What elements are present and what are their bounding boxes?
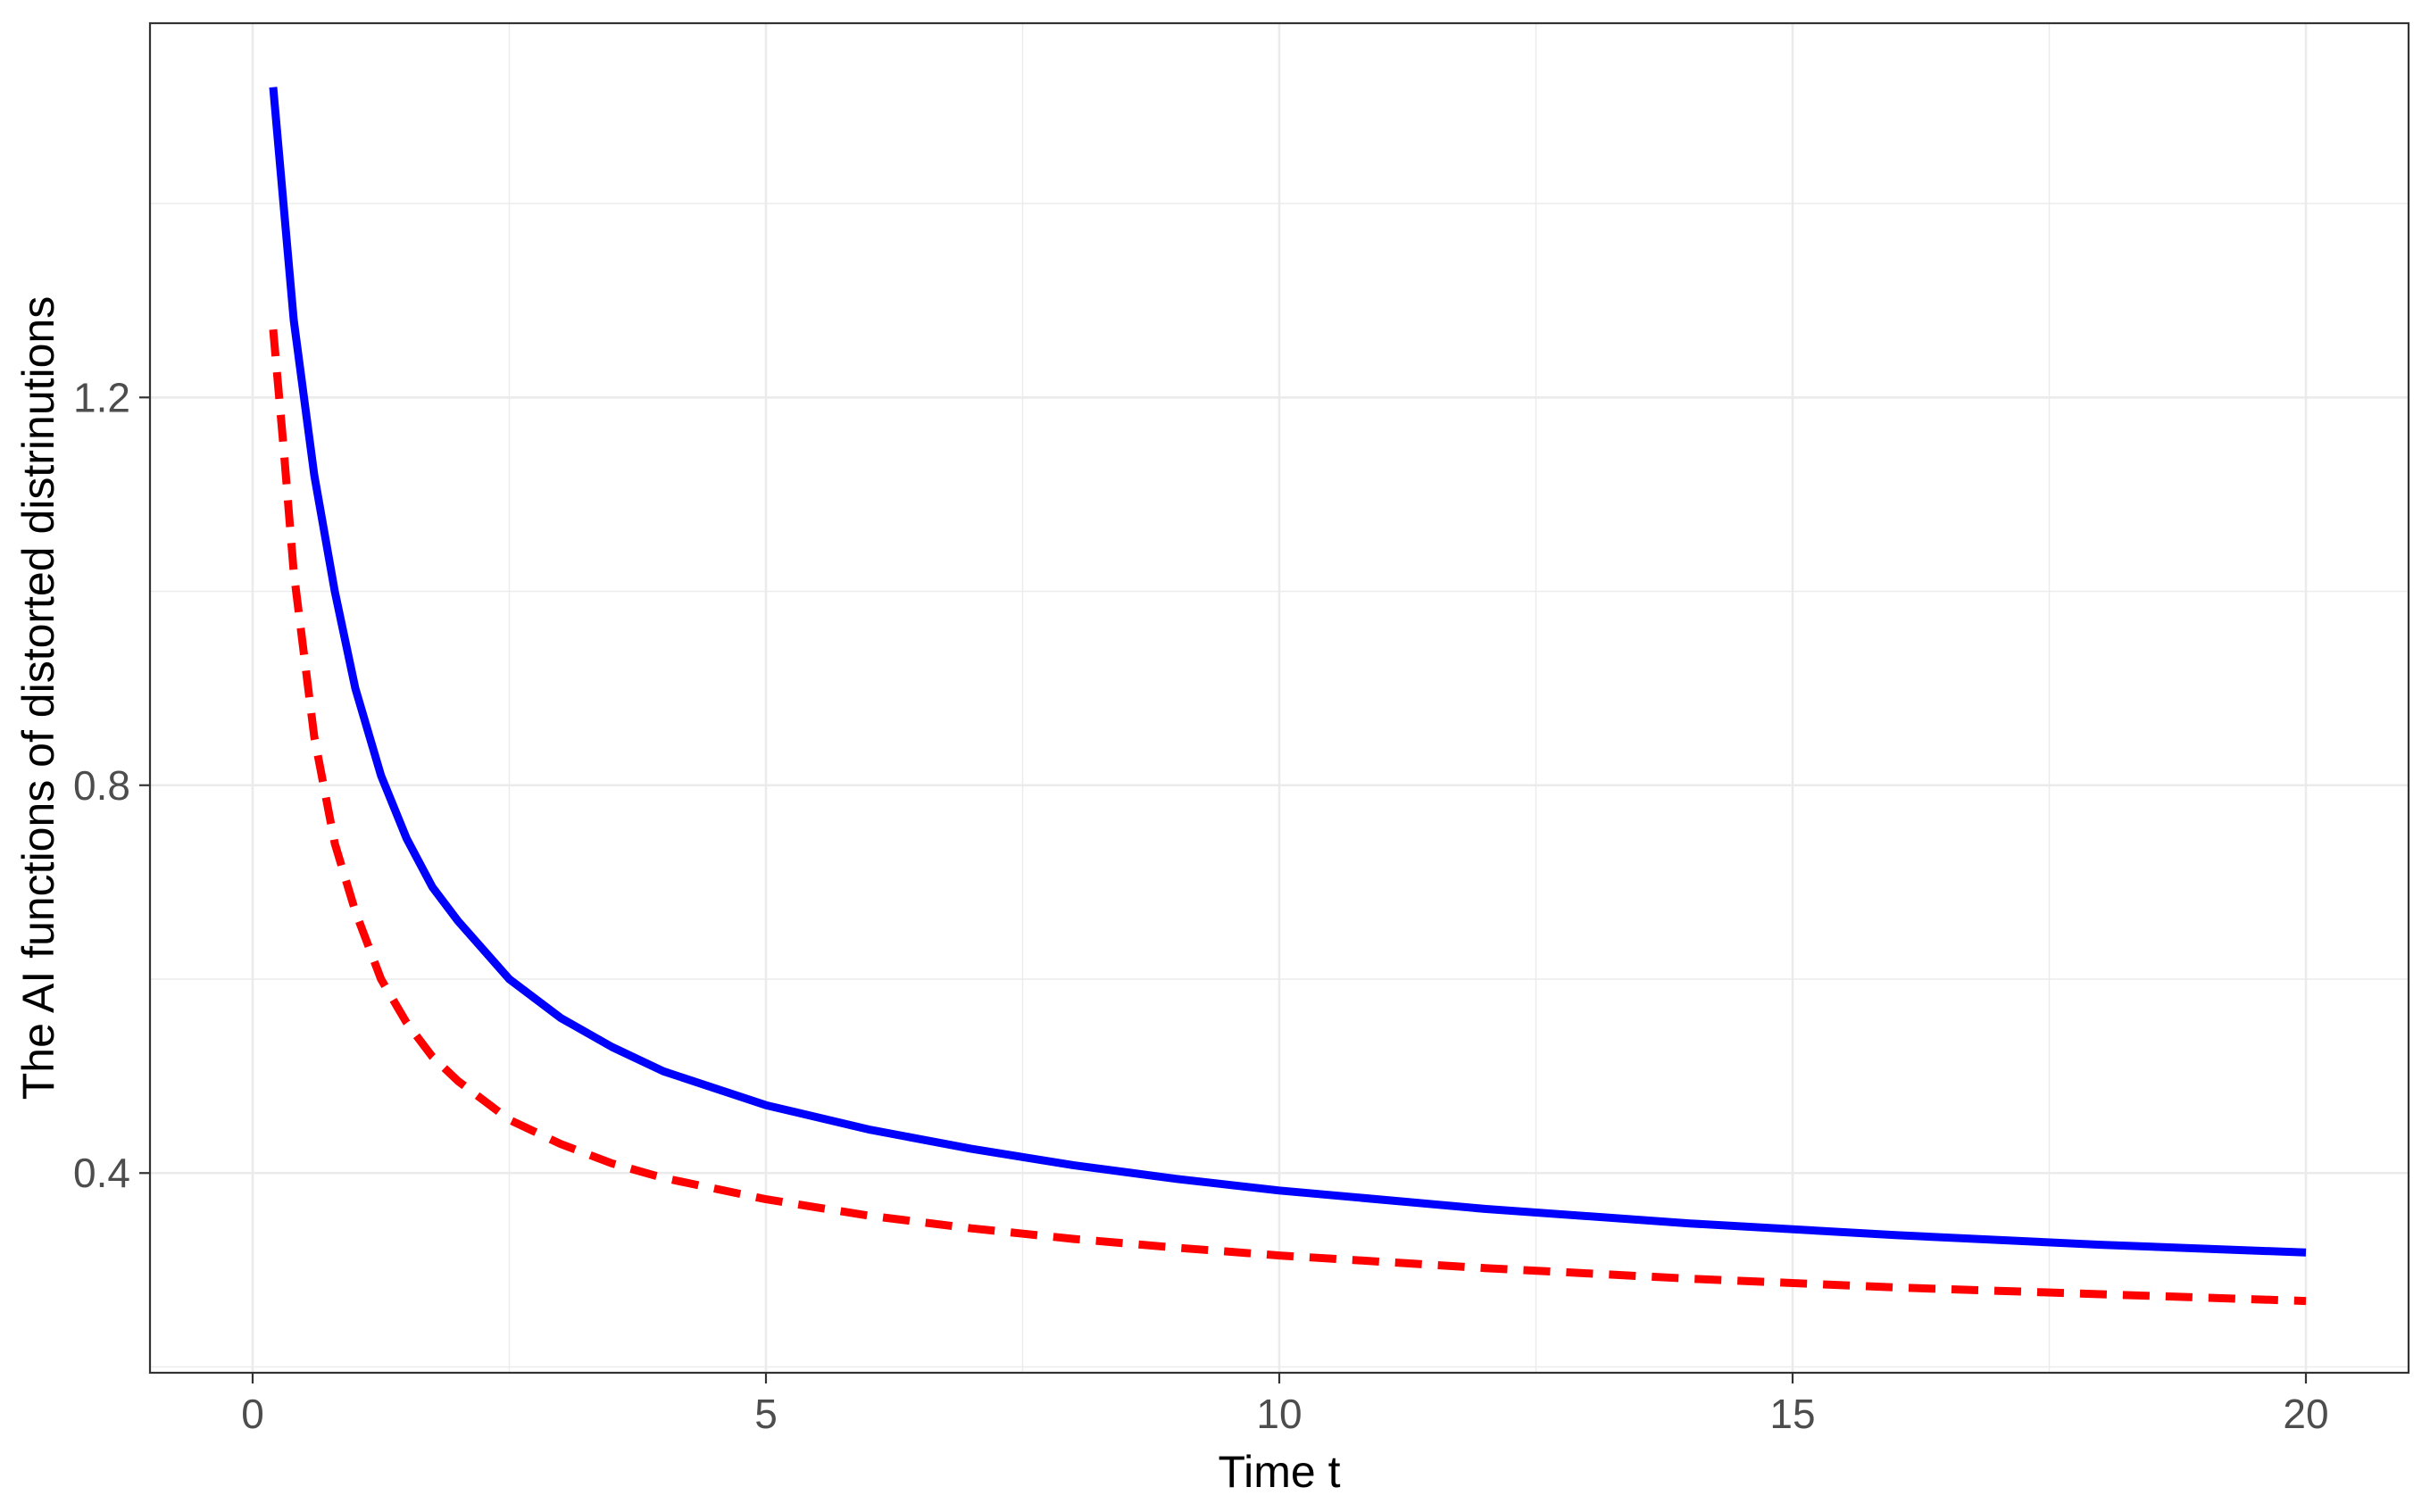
x-tick-label: 10 [1256,1391,1302,1437]
series-lines [269,87,2307,1306]
series-line-dashed [269,328,2307,1306]
y-tick-label: 0.8 [73,762,130,809]
x-tick-label: 0 [241,1391,264,1437]
y-tick-label: 0.4 [73,1150,130,1196]
y-axis-title: The AI functions of distorted distrinuti… [13,296,63,1101]
gridlines [150,23,2409,1373]
x-tick-label: 15 [1769,1391,1815,1437]
y-tick-label: 1.2 [73,374,130,420]
series-line-solid [269,87,2307,1257]
x-tick-label: 5 [754,1391,778,1437]
x-tick-label: 20 [2283,1391,2328,1437]
axis-ticks: 0 5 10 15 20 0.4 0.8 1.2 [73,374,2329,1437]
x-axis-title: Time t [1218,1447,1340,1497]
